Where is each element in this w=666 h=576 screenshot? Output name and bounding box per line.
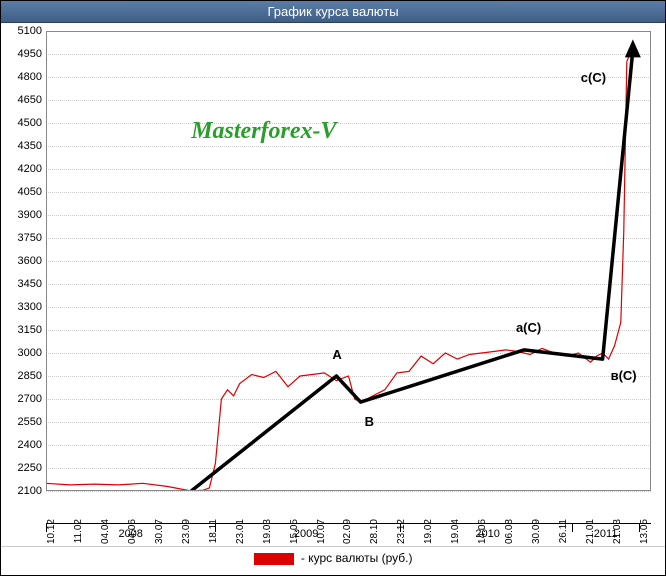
trend-arrowhead bbox=[625, 39, 641, 57]
y-tick-label: 3000 bbox=[18, 347, 42, 359]
title-bar: График курса валюты bbox=[1, 1, 665, 23]
y-tick-label: 3750 bbox=[18, 232, 42, 244]
wave-annotation: в(C) bbox=[611, 368, 637, 383]
wave-annotation: c(C) bbox=[581, 70, 606, 85]
y-tick-label: 3300 bbox=[18, 301, 42, 313]
y-tick-label: 2850 bbox=[18, 370, 42, 382]
watermark-text: Masterforex-V bbox=[191, 118, 336, 145]
x-year-label: 2008 bbox=[118, 528, 142, 540]
legend: - курс валюты (руб.) bbox=[1, 546, 665, 570]
plot-region: Masterforex-V A Ba(C) в(C) c(C) bbox=[46, 31, 651, 491]
trend-line bbox=[191, 49, 633, 491]
x-year-label: 2010 bbox=[475, 528, 499, 540]
y-tick-label: 2400 bbox=[18, 439, 42, 451]
y-tick-label: 4500 bbox=[18, 117, 42, 129]
y-tick-label: 2100 bbox=[18, 485, 42, 497]
y-tick-label: 4200 bbox=[18, 163, 42, 175]
chart-container: График курса валюты 2100 2250 2400 2550 2700… bbox=[0, 0, 666, 576]
y-tick-label: 3150 bbox=[18, 324, 42, 336]
x-year-label: 2009 bbox=[294, 528, 318, 540]
wave-annotation: B bbox=[365, 414, 374, 429]
y-tick-label: 4950 bbox=[18, 48, 42, 60]
legend-swatch bbox=[254, 553, 294, 565]
chart-title: График курса валюты bbox=[267, 4, 398, 19]
y-tick-label: 3900 bbox=[18, 209, 42, 221]
x-axis-years: 2008 2009 2010 2011 bbox=[46, 523, 651, 547]
y-tick-label: 5100 bbox=[18, 25, 42, 37]
y-tick-label: 2250 bbox=[18, 462, 42, 474]
y-axis: 2100225024002550270028503000315033003450… bbox=[4, 31, 44, 491]
legend-text: - курс валюты (руб.) bbox=[301, 551, 413, 565]
wave-annotation: A bbox=[332, 347, 341, 362]
y-tick-label: 4650 bbox=[18, 94, 42, 106]
chart-area: 2100 2250 2400 2550 2700 2850 3000 3150 3300 3450… bbox=[1, 23, 665, 553]
x-axis: 10.1211.0204.0404.0630.0723.0918.1123.01… bbox=[46, 491, 651, 519]
x-year-label: 2011 bbox=[594, 528, 618, 540]
y-tick-label: 4350 bbox=[18, 140, 42, 152]
plot-svg bbox=[46, 31, 651, 491]
y-tick-label: 3600 bbox=[18, 255, 42, 267]
y-tick-label: 2550 bbox=[18, 416, 42, 428]
wave-annotation: a(C) bbox=[516, 320, 541, 335]
y-tick-label: 4050 bbox=[18, 186, 42, 198]
currency-line bbox=[46, 46, 633, 491]
y-tick-label: 4800 bbox=[18, 71, 42, 83]
y-tick-label: 2700 bbox=[18, 393, 42, 405]
y-tick-label: 3450 bbox=[18, 278, 42, 290]
